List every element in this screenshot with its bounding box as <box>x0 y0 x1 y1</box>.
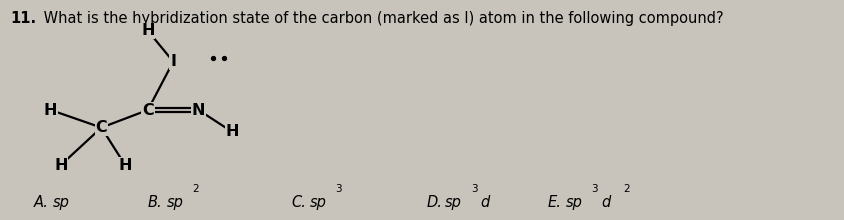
Text: 11.: 11. <box>10 11 36 26</box>
Text: sp: sp <box>565 195 582 210</box>
Text: 3: 3 <box>470 184 477 194</box>
Text: sp: sp <box>166 195 183 210</box>
Text: sp: sp <box>52 195 69 210</box>
Text: H: H <box>54 158 68 172</box>
Text: d: d <box>601 195 610 210</box>
Text: E.: E. <box>547 195 560 210</box>
Text: A.: A. <box>34 195 49 210</box>
Text: sp: sp <box>445 195 462 210</box>
Text: H: H <box>225 125 239 139</box>
Text: D.: D. <box>426 195 442 210</box>
Text: What is the hybridization state of the carbon (marked as I) atom in the followin: What is the hybridization state of the c… <box>39 11 722 26</box>
Text: sp: sp <box>310 195 327 210</box>
Text: C: C <box>142 103 154 117</box>
Text: H: H <box>141 23 154 38</box>
Text: H: H <box>44 103 57 117</box>
Text: 2: 2 <box>622 184 629 194</box>
Text: H: H <box>118 158 132 172</box>
Text: C.: C. <box>291 195 306 210</box>
Text: 2: 2 <box>192 184 198 194</box>
Text: N: N <box>192 103 205 117</box>
Text: C: C <box>95 120 107 135</box>
Text: 3: 3 <box>335 184 342 194</box>
Text: d: d <box>480 195 490 210</box>
Text: 3: 3 <box>591 184 598 194</box>
Text: B.: B. <box>148 195 162 210</box>
Text: I: I <box>170 54 176 69</box>
